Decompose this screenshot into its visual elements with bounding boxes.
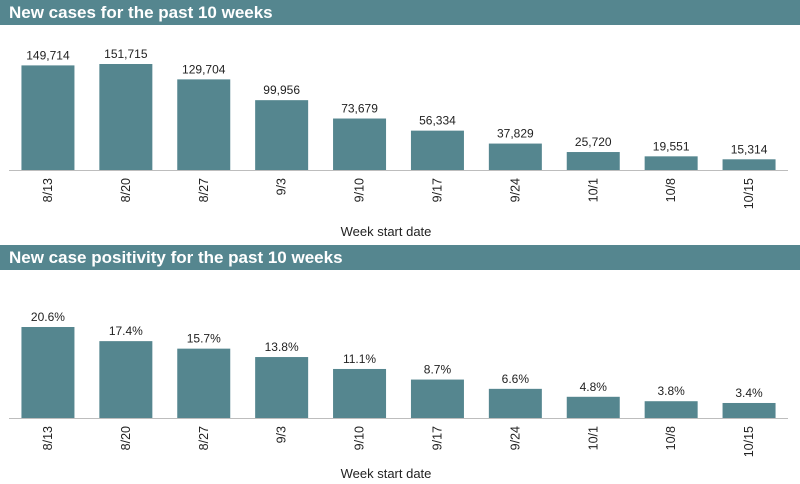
x-tick-label: 9/3: [275, 178, 289, 195]
data-label: 13.8%: [265, 340, 299, 354]
x-tick-label: 9/24: [508, 178, 522, 202]
data-label: 6.6%: [502, 372, 530, 386]
bar-10-1: [566, 152, 620, 170]
x-tick-label: 8/13: [41, 426, 55, 450]
bar-10-8: [644, 401, 698, 418]
data-label: 20.6%: [31, 310, 65, 324]
chart-title-positivity: New case positivity for the past 10 week…: [0, 245, 800, 270]
x-tick-label: 10/1: [586, 178, 600, 202]
bar-8-27: [177, 348, 231, 418]
data-label: 4.8%: [580, 380, 608, 394]
x-tick-label: 9/17: [430, 178, 444, 202]
bar-8-27: [177, 79, 231, 170]
x-tick-label: 8/13: [41, 178, 55, 202]
x-axis-title: Week start date: [341, 224, 432, 239]
data-label: 129,704: [182, 62, 226, 76]
x-tick-label: 8/27: [197, 426, 211, 450]
x-tick-label: 10/15: [742, 178, 756, 209]
data-label: 19,551: [653, 139, 690, 153]
cases-bar-chart: 149,714 8/13 151,715 8/20 129,704 8/27 99,956 9…: [9, 47, 788, 239]
x-tick-label: 8/27: [197, 178, 211, 202]
data-label: 3.4%: [735, 386, 763, 400]
x-tick-label: 9/24: [508, 426, 522, 450]
data-label: 25,720: [575, 135, 612, 149]
bar-8-20: [99, 64, 153, 170]
bar-10-1: [566, 396, 620, 418]
bar-8-13: [21, 65, 75, 170]
data-label: 15,314: [731, 142, 768, 156]
bar-9-24: [488, 388, 542, 418]
x-tick-label: 10/8: [664, 426, 678, 450]
data-label: 56,334: [419, 114, 456, 128]
x-tick-label: 9/10: [353, 426, 367, 450]
data-label: 17.4%: [109, 324, 143, 338]
x-tick-label: 10/8: [664, 178, 678, 202]
bar-10-15: [722, 159, 776, 170]
bar-9-10: [333, 118, 387, 170]
x-tick-label: 10/1: [586, 426, 600, 450]
bar-8-13: [21, 327, 75, 418]
x-tick-label: 9/10: [353, 178, 367, 202]
x-tick-label: 9/3: [275, 426, 289, 443]
positivity-bar-chart: 20.6% 8/13 17.4% 8/20 15.7% 8/27 13.8% 9/3 11.1%…: [9, 310, 788, 481]
data-label: 73,679: [341, 102, 378, 116]
data-label: 11.1%: [343, 352, 376, 366]
bar-9-17: [410, 130, 464, 170]
x-tick-label: 8/20: [119, 426, 133, 450]
data-label: 37,829: [497, 127, 534, 141]
bar-10-8: [644, 156, 698, 170]
bar-9-10: [333, 368, 387, 418]
data-label: 8.7%: [424, 363, 452, 377]
bar-8-20: [99, 341, 153, 418]
x-tick-label: 9/17: [430, 426, 444, 450]
data-label: 149,714: [26, 48, 70, 62]
bar-10-15: [722, 402, 776, 418]
x-tick-label: 10/15: [742, 426, 756, 457]
data-label: 151,715: [104, 47, 148, 61]
data-label: 3.8%: [657, 384, 685, 398]
bar-9-17: [410, 379, 464, 418]
bar-9-3: [255, 100, 309, 170]
chart-title-cases: New cases for the past 10 weeks: [0, 0, 800, 25]
bar-9-3: [255, 357, 309, 418]
data-label: 99,956: [263, 83, 300, 97]
x-axis-title: Week start date: [341, 466, 432, 481]
x-tick-label: 8/20: [119, 178, 133, 202]
bar-9-24: [488, 143, 542, 170]
data-label: 15.7%: [187, 332, 221, 346]
